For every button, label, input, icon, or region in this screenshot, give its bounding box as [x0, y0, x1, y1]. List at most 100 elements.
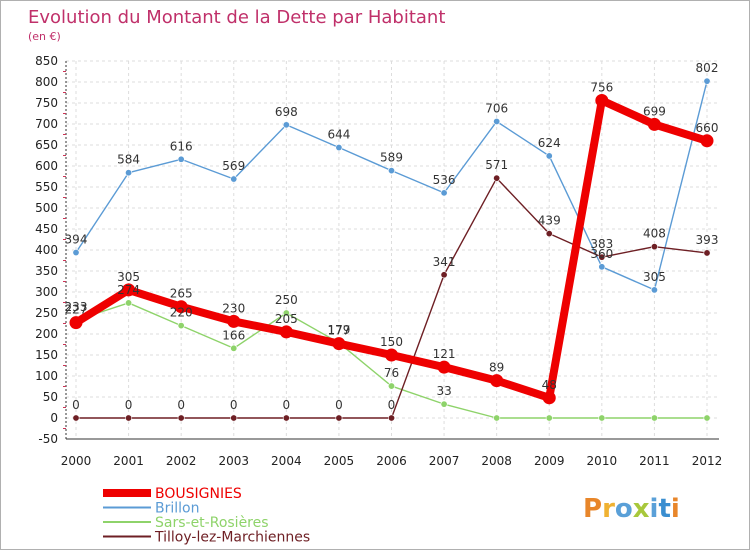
series-point — [490, 374, 504, 388]
data-label: 33 — [436, 384, 451, 398]
data-label: 616 — [170, 139, 193, 153]
data-label: 584 — [117, 153, 140, 167]
series-point — [703, 414, 711, 422]
series-point — [332, 337, 346, 351]
series-point — [598, 414, 606, 422]
series-point — [545, 230, 553, 238]
data-label: 439 — [538, 214, 561, 228]
series-point — [335, 414, 343, 422]
data-label: 179 — [327, 323, 350, 337]
y-tick-label: 550 — [35, 180, 58, 194]
data-label: 698 — [275, 105, 298, 119]
series-point — [227, 314, 241, 328]
x-tick-label: 2010 — [587, 454, 618, 468]
series-point — [122, 283, 136, 297]
legend: BOUSIGNIESBrillonSars-et-RosièresTilloy-… — [103, 486, 310, 546]
legend-label: Brillon — [155, 501, 199, 517]
data-label: 233 — [65, 300, 88, 314]
x-tick-label: 2001 — [113, 454, 144, 468]
data-label: 589 — [380, 151, 403, 165]
y-tick-label: 400 — [35, 243, 58, 257]
series-point — [387, 167, 395, 175]
series-point — [493, 414, 501, 422]
series-point — [230, 344, 238, 352]
data-label: 706 — [485, 101, 508, 115]
series-point — [177, 414, 185, 422]
logo-letter: i — [671, 494, 680, 524]
series-point — [69, 316, 83, 330]
series-point — [545, 152, 553, 160]
series-point — [703, 77, 711, 85]
x-tick-label: 2004 — [271, 454, 302, 468]
series-point — [598, 263, 606, 271]
data-label: 0 — [125, 398, 133, 412]
data-label: 383 — [590, 237, 613, 251]
data-label: 0 — [335, 398, 343, 412]
series-point — [72, 249, 80, 257]
series-point — [177, 155, 185, 163]
data-label: 274 — [117, 283, 140, 297]
series-point — [387, 382, 395, 390]
series-point — [650, 243, 658, 251]
data-label: 644 — [327, 128, 350, 142]
data-label: 660 — [696, 121, 719, 135]
series-point — [545, 414, 553, 422]
y-tick-label: 750 — [35, 96, 58, 110]
data-label: 699 — [643, 104, 666, 118]
y-tick-label: 800 — [35, 75, 58, 89]
logo-letter: o — [615, 494, 633, 524]
data-label: 150 — [380, 335, 403, 349]
series-point — [230, 175, 238, 183]
data-label: 205 — [275, 312, 298, 326]
y-tick-label: 200 — [35, 327, 58, 341]
x-tick-label: 2011 — [639, 454, 670, 468]
data-label: 250 — [275, 293, 298, 307]
x-tick-label: 2007 — [429, 454, 460, 468]
legend-label: Tilloy-lez-Marchiennes — [154, 530, 310, 546]
data-label: 305 — [643, 270, 666, 284]
series-point — [177, 322, 185, 330]
data-label: 76 — [384, 366, 399, 380]
y-tick-label: 350 — [35, 264, 58, 278]
x-tick-label: 2002 — [166, 454, 197, 468]
series-point — [647, 117, 661, 131]
data-label: 393 — [696, 233, 719, 247]
y-tick-label: 0 — [50, 411, 58, 425]
series-point — [440, 271, 448, 279]
y-tick-label: 700 — [35, 117, 58, 131]
series-point — [493, 174, 501, 182]
series-point — [493, 117, 501, 125]
series-point — [230, 414, 238, 422]
series-point — [125, 169, 133, 177]
y-tick-label: 150 — [35, 348, 58, 362]
series-point — [385, 348, 398, 362]
series-point — [282, 414, 290, 422]
data-label: 360 — [590, 247, 613, 261]
y-tick-label: 50 — [43, 390, 58, 404]
series-point — [279, 325, 293, 339]
x-tick-label: 2009 — [534, 454, 565, 468]
series-point — [700, 134, 714, 148]
series-point — [387, 414, 395, 422]
series-point — [282, 121, 290, 129]
logo-letter: r — [602, 494, 615, 524]
series-point — [595, 93, 609, 107]
data-label: 0 — [283, 398, 291, 412]
data-label: 227 — [65, 303, 88, 317]
legend-label: BOUSIGNIES — [155, 486, 242, 502]
y-tick-label: 850 — [35, 54, 58, 68]
data-label: 802 — [696, 61, 719, 75]
data-label: 571 — [485, 158, 508, 172]
series-point — [174, 300, 188, 314]
data-label: 341 — [433, 255, 456, 269]
data-label: 121 — [433, 347, 456, 361]
data-label: 408 — [643, 227, 666, 241]
y-tick-label: 500 — [35, 201, 58, 215]
x-tick-label: 2008 — [481, 454, 512, 468]
series-point — [542, 391, 556, 405]
axes: -50 0 50 100 150 200 250 300 350 400 450 500 550 600 6… — [35, 54, 722, 468]
chart-title: Evolution du Montant de la Dette par Hab… — [28, 7, 445, 28]
series-point — [72, 414, 80, 422]
data-label: 624 — [538, 136, 561, 150]
